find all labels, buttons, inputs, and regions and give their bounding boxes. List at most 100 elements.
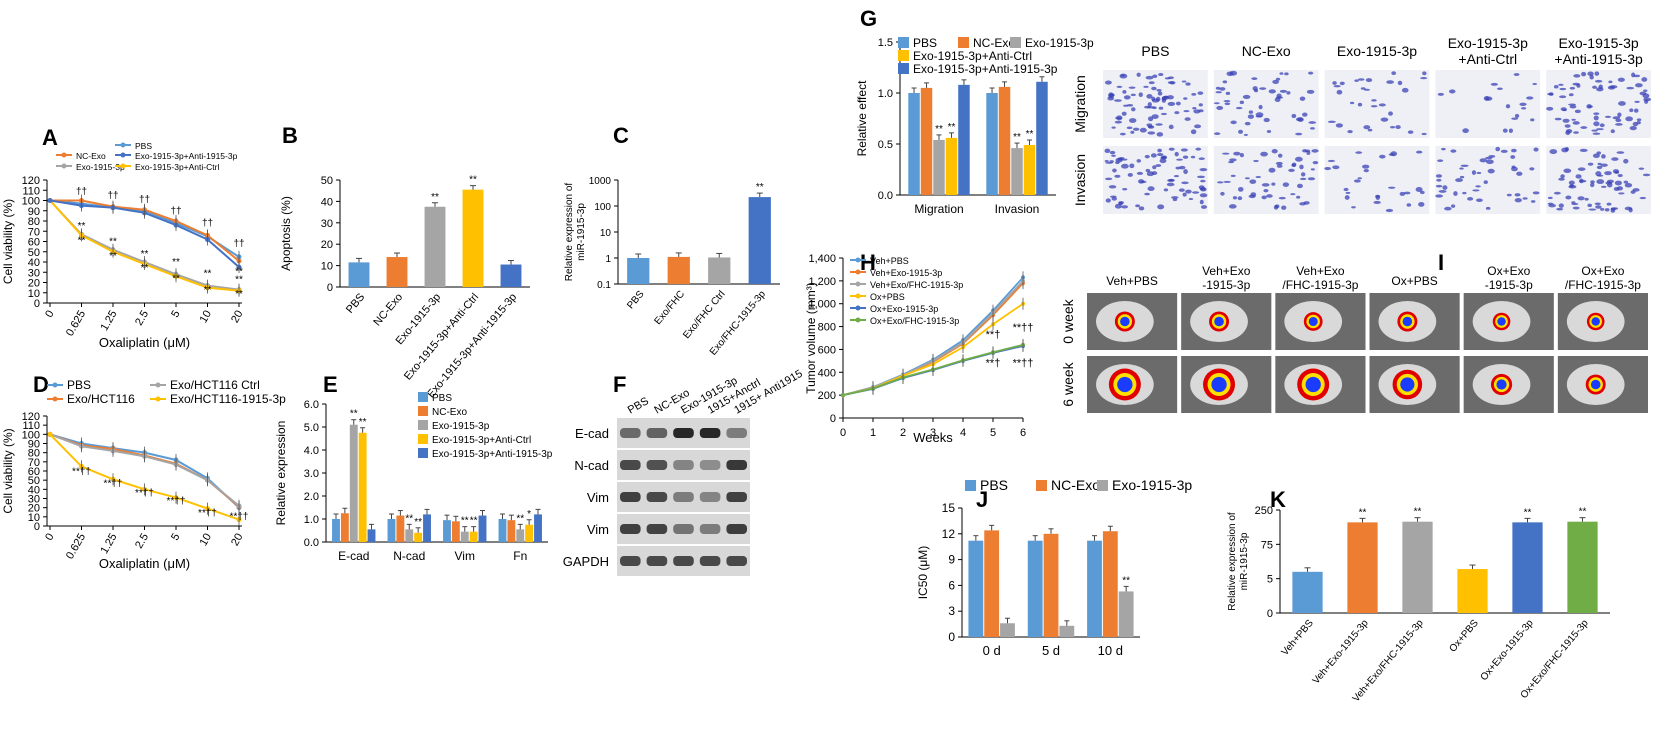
stained-cell [1260,151,1268,157]
stained-cell [1385,208,1394,213]
stained-cell [1228,160,1235,164]
panel-a-legend-marker [61,152,67,158]
stained-cell [1119,132,1126,136]
panel-e-legend-label: Exo-1915-3p+Anti-Ctrl [432,435,531,446]
stained-cell [1419,190,1425,195]
stained-cell [1459,175,1465,179]
stained-cell [1226,71,1234,77]
stained-cell [1418,202,1425,207]
bioluminescence-signal [1120,316,1130,327]
stained-cell [1594,79,1603,83]
panel-h-x-tick-label: 0 [840,427,846,439]
stained-cell [1617,173,1623,178]
stained-cell [1460,164,1469,168]
stained-cell [1559,95,1567,99]
bioluminescence-signal [1402,316,1413,327]
panel-j-y-tick-label: 15 [942,501,956,515]
panel-e-bar [340,513,349,542]
panel-d-significance-label: **†† [72,467,91,478]
stained-cell [1129,163,1135,169]
stained-cell [1533,147,1539,152]
imaging-column-label: Veh+PBS [1106,274,1158,288]
stained-cell [1500,149,1508,153]
panel-b-category-label: PBS [344,291,367,316]
stained-cell [1572,121,1580,125]
stained-cell [1222,80,1228,84]
stained-cell [1147,125,1154,128]
stained-cell [1514,193,1521,197]
panel-g-y-axis-label: Relative effect [855,80,869,156]
stained-cell [1252,86,1258,91]
panel-a-y-tick-label: 70 [28,226,40,238]
stained-cell [1506,193,1512,197]
stained-cell [1378,103,1386,107]
stained-cell [1521,107,1527,110]
panel-g-bar [920,87,933,195]
stained-cell [1519,102,1527,106]
panel-g-bar [998,86,1011,195]
stained-cell [1156,153,1164,157]
panel-c-category-label: Exo/FHC [653,289,687,327]
stained-cell [1296,195,1301,199]
stained-cell [1104,80,1112,85]
stained-cell [1183,110,1190,113]
panel-e-bar [516,529,525,542]
panel-d-series-point [47,431,53,437]
stained-cell [1157,148,1162,153]
panel-a-significance-label: †† [202,218,213,229]
stained-cell [1623,180,1629,184]
stained-cell [1362,164,1370,169]
stained-cell [1185,189,1192,194]
panel-a-significance-label: ** [109,251,117,262]
stained-cell [1192,106,1197,110]
panel-j-bar [1043,533,1059,637]
stained-cell [1562,108,1567,112]
panel-a-significance-label: ** [78,236,86,247]
stained-cell [1596,87,1604,92]
stained-cell [1513,73,1520,76]
panel-a-significance-label: ** [109,237,117,248]
stained-cell [1609,85,1618,89]
stained-cell [1250,192,1257,197]
panel-a-significance-label: ** [141,263,149,274]
panel-h-legend-marker [855,257,861,263]
panel-g-bar [945,137,958,195]
stained-cell [1614,180,1622,186]
stained-cell [1191,92,1197,96]
stained-cell [1450,204,1456,208]
stained-cell [1558,83,1564,86]
panel-a-y-tick-label: 20 [28,278,40,290]
stained-cell [1572,206,1580,210]
panel-h-x-tick-label: 5 [990,427,996,439]
panel-e-legend-label: PBS [432,393,452,404]
stained-cell [1476,171,1482,175]
panel-g-legend-label: Exo-1915-3p [1025,36,1094,50]
stained-cell [1601,185,1607,188]
panel-d-y-axis-label: Cell viability (%) [1,428,15,513]
stained-cell [1215,91,1222,94]
panel-b-significance-label: ** [469,175,477,186]
stained-cell [1200,179,1206,183]
stained-cell [1345,191,1351,194]
stained-cell [1391,71,1397,76]
panel-d-y-tick-label: 120 [22,411,40,423]
stained-cell [1629,125,1637,131]
stained-cell [1175,101,1181,106]
panel-b-y-axis-label: Apoptosis (%) [279,196,293,271]
panel-letter-f: F [613,372,626,397]
imaging-column-label: Ox+PBS [1391,274,1437,288]
panel-a-y-tick-label: 50 [28,247,40,259]
blot-lane-label: PBS [626,395,651,416]
stained-cell [1642,173,1651,177]
panel-e-significance-label: ** [359,417,367,428]
panel-j-legend-swatch [1036,480,1047,491]
panel-j-y-tick-label: 3 [948,604,955,618]
stained-cell [1511,165,1516,169]
stained-cell [1156,132,1164,137]
panel-d-x-tick-label: 1.25 [98,532,119,557]
stained-cell [1200,205,1208,209]
stained-cell [1259,87,1267,90]
stained-cell [1299,164,1304,170]
panel-h-series-point [841,393,845,398]
panel-a-x-tick-label: 2.5 [133,309,151,328]
